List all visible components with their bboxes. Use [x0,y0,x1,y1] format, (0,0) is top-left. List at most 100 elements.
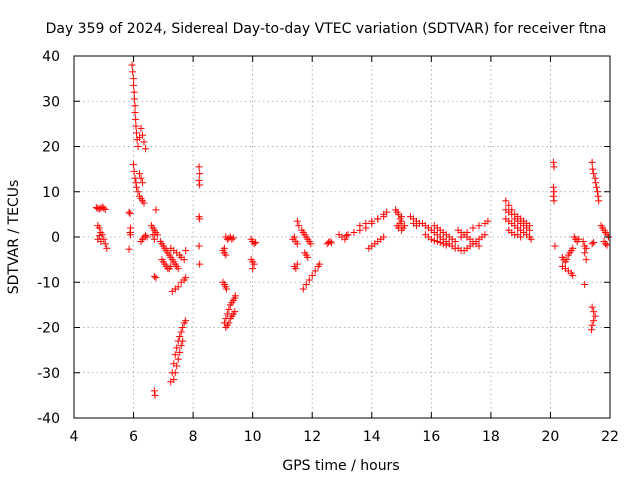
series-arc-36 [398,222,409,234]
series-arc-40 [430,222,459,246]
data-point [127,231,135,239]
data-point [549,183,557,191]
data-point [176,333,184,341]
x-axis-label: GPS time / hours [282,458,399,474]
data-point [344,231,352,239]
data-point [433,238,441,246]
data-point [316,260,324,268]
series-arc-26 [293,217,303,230]
data-point [508,210,516,218]
data-point [98,231,106,239]
data-point [527,235,535,243]
data-point [590,317,598,325]
data-point [569,244,577,252]
x-tick-label: 4 [70,429,79,445]
data-point [308,271,316,279]
data-point [563,256,571,264]
series-arc-15 [195,213,204,223]
data-point [582,244,590,252]
data-point [374,215,382,223]
series-arc-47 [505,226,525,241]
data-point [196,181,204,189]
data-point [293,260,301,268]
series-arc-33 [356,213,388,230]
data-point [469,224,477,232]
data-point [171,351,179,359]
series-arc-1 [92,203,111,252]
data-point [152,206,160,214]
data-point [550,163,558,171]
data-point [174,265,182,273]
data-point [195,176,203,184]
series-arc-50 [558,244,577,266]
data-point [231,292,239,300]
data-point [311,267,319,275]
data-point [174,283,182,291]
data-point [171,369,179,377]
series-arc-13 [170,337,187,384]
data-point [293,217,301,225]
data-point [179,337,187,345]
y-tick-label: -30 [37,366,60,382]
series-arc-43 [457,217,492,241]
data-point [590,308,598,316]
data-point [130,88,138,96]
data-point [134,188,142,196]
data-point [220,244,228,252]
series-arc-39 [421,231,450,249]
data-point [179,324,187,331]
data-point [595,197,603,205]
data-point [149,231,157,239]
data-point [475,242,483,250]
data-point [591,174,599,182]
data-point [138,179,146,187]
series-arc-30 [323,238,336,248]
data-point [140,138,148,146]
data-point [97,238,105,246]
data-point [128,61,136,69]
data-point [177,342,185,350]
data-point [588,240,596,248]
data-point [591,312,599,320]
series-arc-16 [195,242,204,268]
data-point [569,271,577,279]
y-axis: -40 -30 -20 -10 0 10 20 30 40 [37,49,610,427]
data-point [95,205,103,213]
data-point [152,274,160,282]
data-point [588,326,596,334]
series-arc-2 [125,208,135,253]
data-point [252,238,260,246]
data-point [182,247,190,255]
data-point [177,328,185,336]
data-point [590,170,598,178]
x-tick-label: 12 [303,429,321,445]
data-point [130,95,138,103]
data-point [502,197,510,205]
data-point [132,115,140,123]
series-arc-54 [581,281,589,289]
x-axis: 4 6 8 10 12 14 16 18 20 22 [70,56,619,445]
data-point [551,242,559,250]
series-arc-29 [301,249,312,261]
series-arc-34 [365,233,388,252]
data-point [505,201,513,209]
data-point [196,260,204,268]
data-point [451,238,459,246]
data-point [592,179,600,187]
series-arc-31 [335,231,350,243]
series-arc-4 [137,232,151,246]
data-point [380,213,388,221]
data-points [92,61,613,399]
data-point [136,170,144,178]
data-point [307,240,315,248]
data-point [549,192,557,200]
series-arc-45 [502,206,534,234]
data-point [170,376,178,384]
x-tick-label: 22 [601,429,619,445]
series-arc-9 [158,256,175,273]
series-arc-6 [150,272,160,282]
data-point [225,305,233,313]
data-point [129,68,137,76]
data-point [250,260,258,268]
data-point [550,197,558,205]
